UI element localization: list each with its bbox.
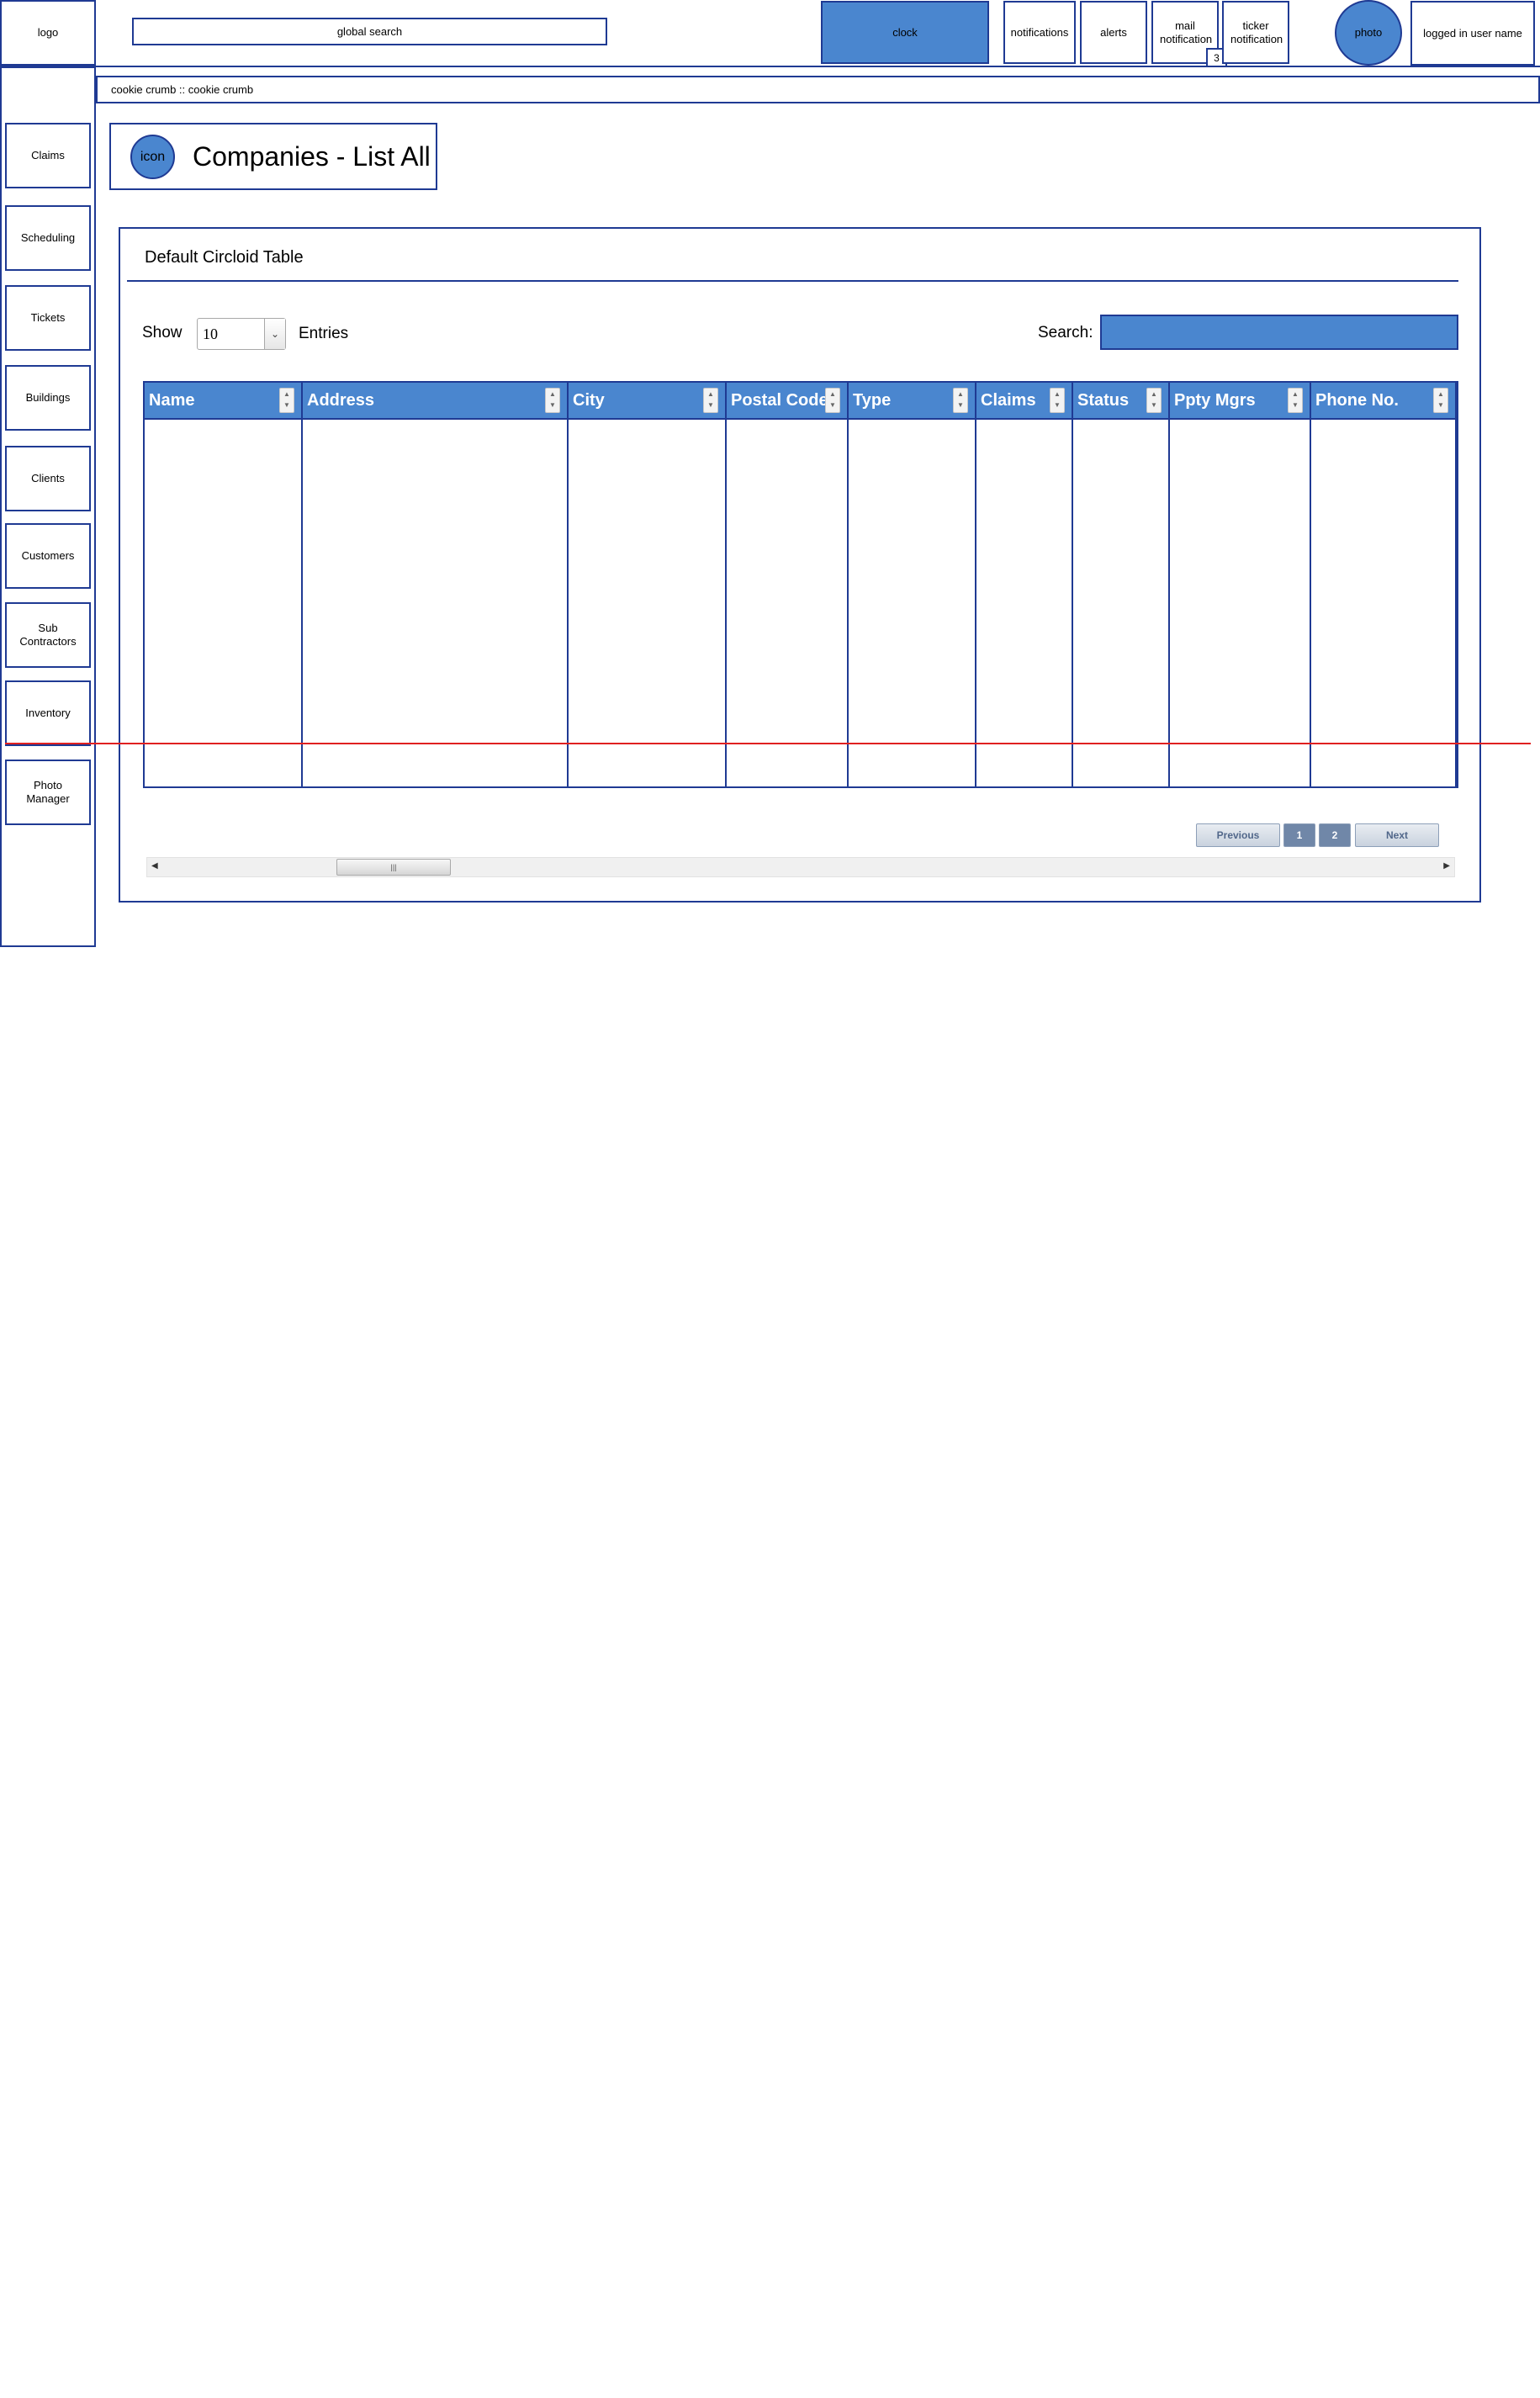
user-name: logged in user name [1423,26,1522,40]
show-label: Show [142,324,183,341]
column-header-label: Name [149,391,195,410]
sort-icon[interactable]: ▲ ▼ [1146,388,1162,413]
search-input[interactable] [1100,315,1458,350]
clock: clock [821,1,989,64]
panel-divider [127,280,1458,282]
sidebar-item-inventory[interactable]: Inventory [5,680,91,746]
sort-icon[interactable]: ▲ ▼ [703,388,718,413]
sidebar-item-scheduling[interactable]: Scheduling [5,205,91,271]
notifications-button[interactable]: notifications [1003,1,1076,64]
entries-select-value: 10 [203,326,218,342]
column-address: Address ▲ ▼ [303,383,569,786]
column-type: Type ▲ ▼ [849,383,976,786]
breadcrumb-text: cookie crumb :: cookie crumb [111,83,254,96]
column-header-label: Type [853,391,892,410]
alerts-button[interactable]: alerts [1080,1,1147,64]
sidebar-item-buildings[interactable]: Buildings [5,365,91,431]
column-header-name[interactable]: Name ▲ ▼ [145,383,301,420]
column-name: Name ▲ ▼ [145,383,303,786]
sidebar-item-label: Clients [31,472,65,484]
page-1-button[interactable]: 1 [1283,823,1315,847]
column-city: City ▲ ▼ [569,383,727,786]
column-header-address[interactable]: Address ▲ ▼ [303,383,567,420]
sort-icon[interactable]: ▲ ▼ [953,388,968,413]
scrollbar-thumb[interactable]: ||| [336,859,451,876]
header-divider [0,66,1540,67]
sort-icon[interactable]: ▲ ▼ [1433,388,1448,413]
data-table: Name ▲ ▼ Address ▲ ▼ City ▲ ▼ Postal Code ▲ ▼ Ty… [143,381,1458,788]
column-header-label: Address [307,391,375,410]
user-menu[interactable]: logged in user name [1410,1,1535,66]
sidebar-item-tickets[interactable]: Tickets [5,285,91,351]
global-search-input[interactable]: global search [132,18,607,45]
notifications-label: notifications [1010,25,1069,39]
panel-title: Default Circloid Table [145,248,304,267]
sort-icon[interactable]: ▲ ▼ [1050,388,1065,413]
column-phone-no: Phone No. ▲ ▼ [1311,383,1457,786]
column-header-label: Postal Code [731,391,828,410]
avatar-label: photo [1354,26,1383,39]
next-button[interactable]: Next [1355,823,1439,847]
sidebar-item-label: Claims [31,149,65,161]
mail-notification-button[interactable]: mail notification [1151,1,1219,64]
column-header-status[interactable]: Status ▲ ▼ [1073,383,1168,420]
sidebar-item-label: Scheduling [20,231,76,244]
breadcrumb[interactable]: cookie crumb :: cookie crumb [96,76,1540,103]
column-header-label: Phone No. [1315,391,1399,410]
column-header-postal-code[interactable]: Postal Code ▲ ▼ [727,383,847,420]
scroll-left-icon[interactable]: ◀ [151,861,158,871]
sort-icon[interactable]: ▲ ▼ [279,388,294,413]
guide-line [5,743,1531,744]
horizontal-scrollbar[interactable]: ◀ ||| ▶ [146,857,1455,877]
column-header-ppty-mgrs[interactable]: Ppty Mgrs ▲ ▼ [1170,383,1310,420]
scroll-right-icon[interactable]: ▶ [1443,861,1450,871]
column-header-label: City [573,391,605,410]
column-postal-code: Postal Code ▲ ▼ [727,383,849,786]
chevron-down-icon[interactable]: ⌄ [264,319,285,349]
sidebar-item-photo-manager[interactable]: Photo Manager [5,760,91,825]
column-header-label: Status [1077,391,1130,410]
sidebar-item-customers[interactable]: Customers [5,523,91,589]
sidebar-item-label: Inventory [25,707,71,719]
sidebar-item-sub-contractors[interactable]: Sub Contractors [5,602,91,668]
page-icon: icon [130,135,175,179]
logo-label: logo [37,26,59,39]
sort-icon[interactable]: ▲ ▼ [545,388,560,413]
ticker-notification-label: ticker notification [1230,19,1283,45]
sidebar-item-clients[interactable]: Clients [5,446,91,511]
column-header-label: Claims [981,391,1036,410]
column-header-claims[interactable]: Claims ▲ ▼ [976,383,1072,420]
sidebar-item-label: Buildings [25,391,71,404]
sidebar-item-label: Tickets [30,311,66,324]
page-icon-label: icon [140,149,166,164]
previous-button[interactable]: Previous [1196,823,1280,847]
column-claims: Claims ▲ ▼ [976,383,1073,786]
column-header-phone-no[interactable]: Phone No. ▲ ▼ [1311,383,1455,420]
alerts-label: alerts [1100,25,1127,39]
column-status: Status ▲ ▼ [1073,383,1170,786]
clock-label: clock [892,25,918,39]
column-header-label: Ppty Mgrs [1174,391,1256,410]
sort-icon[interactable]: ▲ ▼ [825,388,840,413]
page-title: Companies - List All [193,141,431,172]
avatar[interactable]: photo [1335,0,1402,66]
global-search-label: global search [336,24,403,38]
logo[interactable]: logo [0,0,96,66]
sidebar-item-claims[interactable]: Claims [5,123,91,188]
sort-icon[interactable]: ▲ ▼ [1288,388,1303,413]
sidebar-item-label: Photo Manager [26,779,70,805]
ticker-notification-button[interactable]: ticker notification [1222,1,1289,64]
page-2-button[interactable]: 2 [1319,823,1351,847]
entries-select[interactable]: 10 ⌄ [197,318,286,350]
entries-label: Entries [299,325,349,342]
column-header-type[interactable]: Type ▲ ▼ [849,383,975,420]
search-label: Search: [1038,324,1093,341]
sidebar-item-label: Sub Contractors [19,622,77,648]
sidebar-item-label: Customers [21,549,75,562]
column-header-city[interactable]: City ▲ ▼ [569,383,725,420]
mail-notification-label: mail notification [1160,19,1213,45]
column-ppty-mgrs: Ppty Mgrs ▲ ▼ [1170,383,1311,786]
